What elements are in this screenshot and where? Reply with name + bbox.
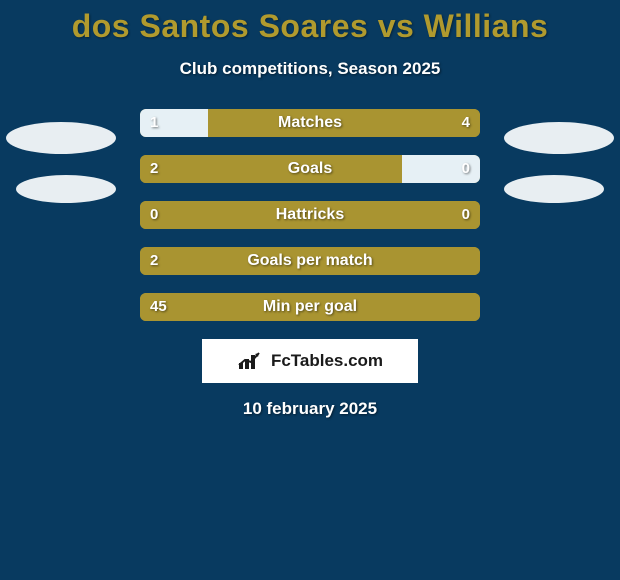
stat-bar-left	[140, 293, 480, 321]
stat-row: 0 0 Hattricks	[0, 201, 620, 229]
stat-bar-track	[140, 201, 480, 229]
stat-value-right: 4	[462, 109, 470, 137]
stat-bar-left	[140, 155, 402, 183]
chart-icon	[237, 351, 265, 371]
footer-date: 10 february 2025	[0, 399, 620, 419]
stat-row: 2 Goals per match	[0, 247, 620, 275]
stat-value-right: 0	[462, 201, 470, 229]
stat-row: 45 Min per goal	[0, 293, 620, 321]
stat-bar-track	[140, 247, 480, 275]
stats-area: 1 4 Matches 2 0 Goals 0 0 Hattricks	[0, 109, 620, 321]
source-badge: FcTables.com	[202, 339, 418, 383]
stat-bar-right	[208, 109, 480, 137]
stat-value-left: 2	[150, 155, 158, 183]
comparison-infographic: dos Santos Soares vs Willians Club compe…	[0, 0, 620, 580]
stat-value-left: 0	[150, 201, 158, 229]
page-subtitle: Club competitions, Season 2025	[0, 59, 620, 79]
page-title: dos Santos Soares vs Willians	[0, 0, 620, 45]
stat-bar-left	[140, 201, 480, 229]
stat-value-right: 0	[462, 155, 470, 183]
stat-bar-track	[140, 155, 480, 183]
stat-bar-track	[140, 293, 480, 321]
stat-row: 1 4 Matches	[0, 109, 620, 137]
source-badge-text: FcTables.com	[271, 351, 383, 371]
stat-value-left: 2	[150, 247, 158, 275]
stat-value-left: 1	[150, 109, 158, 137]
stat-bar-track	[140, 109, 480, 137]
stat-value-left: 45	[150, 293, 167, 321]
stat-bar-left	[140, 247, 480, 275]
stat-row: 2 0 Goals	[0, 155, 620, 183]
